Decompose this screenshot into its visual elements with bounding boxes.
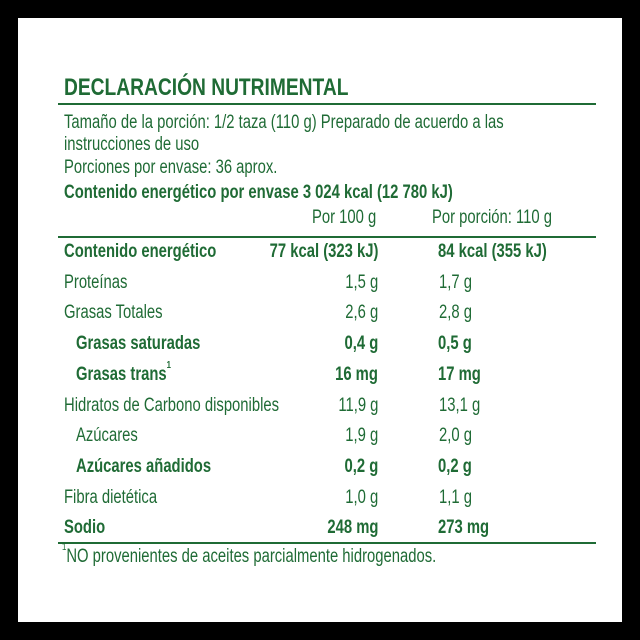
row-label: Azúcares bbox=[76, 425, 138, 447]
row-value-per100: 11,9 g bbox=[337, 394, 378, 416]
row-value-per100: 1,0 g bbox=[345, 486, 378, 508]
row-value-per-serving: 84 kcal (355 kJ) bbox=[438, 241, 547, 262]
energy-per-container: Contenido energético por envase 3 024 kc… bbox=[64, 182, 453, 203]
row-value-per100: 0,2 g bbox=[344, 455, 378, 477]
row-value-per-serving: 2,0 g bbox=[439, 425, 472, 447]
row-value-per100: 16 mg bbox=[335, 363, 378, 385]
row-label: Hidratos de Carbono disponibles bbox=[64, 394, 280, 416]
row-value-per-serving: 2,8 g bbox=[439, 302, 472, 324]
row-value-per-serving: 13,1 g bbox=[439, 394, 481, 416]
row-label: Grasas saturadas bbox=[76, 333, 201, 355]
row-label: Azúcares añadidos bbox=[76, 455, 212, 477]
row-label: Sodio bbox=[64, 517, 106, 539]
row-value-per-serving: 17 mg bbox=[438, 363, 481, 385]
row-value-per-serving: 0,2 g bbox=[438, 455, 472, 477]
row-value-per-serving: 1,7 g bbox=[439, 271, 472, 293]
divider bbox=[58, 542, 596, 544]
nutrition-label-panel bbox=[18, 18, 622, 622]
row-label: Contenido energético bbox=[64, 241, 217, 262]
row-value-per100: 2,6 g bbox=[345, 302, 378, 324]
row-label: Fibra dietética bbox=[64, 486, 158, 508]
row-value-per-serving: 0,5 g bbox=[438, 333, 472, 355]
row-label: Grasas Totales bbox=[64, 302, 163, 324]
footnote: 1NO provenientes de aceites parcialmente… bbox=[62, 542, 437, 568]
divider bbox=[58, 236, 596, 238]
servings-per-container: Porciones por envase: 36 aprox. bbox=[64, 157, 278, 178]
row-label: Grasas trans1 bbox=[76, 359, 171, 385]
row-value-per-serving: 273 mg bbox=[438, 517, 490, 539]
row-value-per100: 1,9 g bbox=[345, 425, 378, 447]
row-label: Proteínas bbox=[64, 271, 128, 293]
serving-size-cont: instrucciones de uso bbox=[64, 134, 200, 155]
label-title: DECLARACIÓN NUTRIMENTAL bbox=[64, 74, 349, 101]
row-value-per100: 77 kcal (323 kJ) bbox=[269, 241, 378, 262]
divider bbox=[58, 103, 596, 105]
row-value-per100: 0,4 g bbox=[344, 333, 378, 355]
row-value-per-serving: 1,1 g bbox=[439, 486, 472, 508]
column-header-per100: Por 100 g bbox=[312, 207, 377, 228]
row-value-per100: 248 mg bbox=[326, 517, 378, 539]
serving-size: Tamaño de la porción: 1/2 taza (110 g) P… bbox=[64, 112, 504, 133]
row-value-per100: 1,5 g bbox=[345, 271, 378, 293]
column-header-per-serving: Por porción: 110 g bbox=[432, 207, 553, 228]
